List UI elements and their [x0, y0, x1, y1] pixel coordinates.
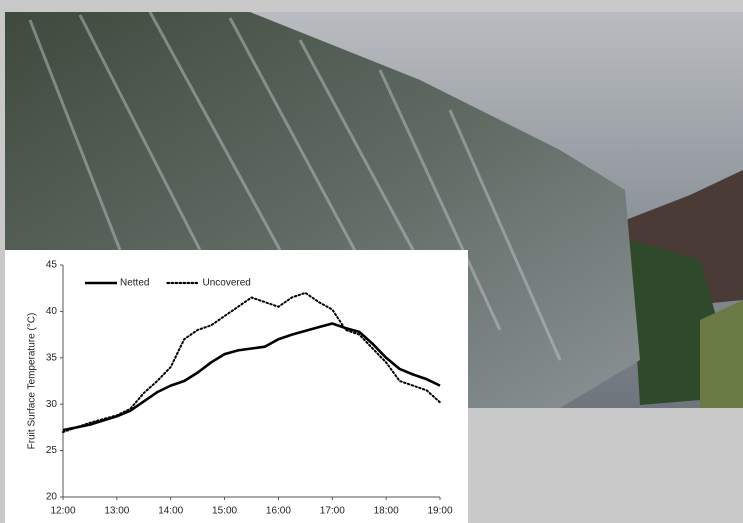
page: Fruit Surface Temperature (°C) 20 25 30 35 4…	[0, 0, 743, 523]
legend-label: Netted	[120, 278, 149, 289]
x-tick-label: 16:00	[266, 506, 291, 517]
x-tick-label: 19:00	[427, 506, 452, 517]
y-tick-label: 20	[46, 492, 58, 503]
legend-label: Uncovered	[202, 278, 250, 289]
y-tick-label: 35	[46, 352, 58, 363]
x-tick-label: 12:00	[50, 506, 75, 517]
chart-panel	[5, 250, 468, 523]
y-tick-label: 30	[46, 399, 58, 410]
x-tick-label: 17:00	[320, 506, 345, 517]
y-tick-label: 40	[46, 306, 58, 317]
x-tick-label: 18:00	[374, 506, 399, 517]
y-tick-label: 45	[46, 260, 58, 271]
x-tick-label: 14:00	[158, 506, 183, 517]
y-tick-label: 25	[46, 445, 58, 456]
x-tick-label: 13:00	[104, 506, 129, 517]
y-axis-label: Fruit Surface Temperature (°C)	[27, 313, 38, 450]
x-tick-label: 15:00	[212, 506, 237, 517]
